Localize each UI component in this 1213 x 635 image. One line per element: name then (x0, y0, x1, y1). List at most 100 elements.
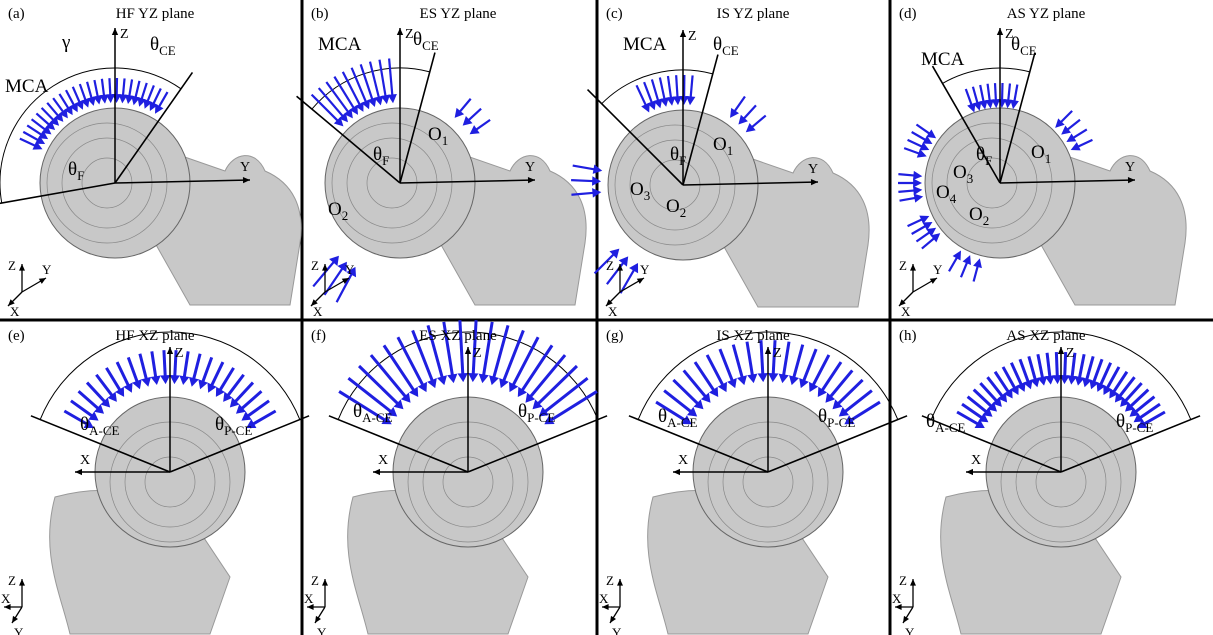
axis-label: Z (175, 346, 184, 361)
force-arrowhead (447, 374, 457, 384)
triad-label: Y (317, 625, 327, 635)
axis-arrowhead (673, 469, 680, 475)
annotation-subscript: A-CE (667, 415, 697, 430)
annotation-subscript: CE (422, 38, 439, 53)
triad-label: X (313, 304, 323, 319)
force-arrow (521, 345, 552, 392)
annotation-text: MCA (623, 34, 667, 55)
annotation-text: θ (413, 29, 422, 50)
annotation: γ (61, 32, 70, 53)
force-arrowhead (913, 171, 922, 180)
annotation-text: θ (818, 406, 827, 427)
axis-arrowhead (966, 469, 973, 475)
annotation-text: θ (658, 406, 667, 427)
annotation-subscript: P-CE (827, 415, 855, 430)
axis-arrowhead (1058, 347, 1064, 354)
axis-arrowhead (19, 264, 25, 271)
triad-label: Y (933, 262, 943, 277)
figure: ZYZYX(a)HF YZ planeMCAγθCEθFZYZYX(b)ES Y… (0, 0, 1213, 635)
annotation-text: O (630, 179, 644, 200)
annotation-subscript: A-CE (935, 420, 965, 435)
axis-arrowhead (465, 347, 471, 354)
axis-label: X (378, 453, 388, 468)
force-arrowhead (737, 375, 747, 385)
force-arrow (219, 368, 234, 392)
annotation-subscript: F (77, 168, 84, 183)
panel-title: HF XZ plane (115, 328, 194, 344)
axis-arrowhead (903, 616, 909, 623)
annotation: MCA (623, 34, 667, 55)
axis-arrowhead (322, 264, 328, 271)
annotation: MCA (5, 76, 49, 97)
force-arrow (537, 366, 577, 405)
axis-arrowhead (680, 30, 686, 37)
axis-arrowhead (315, 616, 321, 623)
annotation-text: O (428, 124, 442, 145)
annotation-subscript: 1 (442, 133, 449, 148)
annotation: θA-CE (80, 414, 119, 438)
triad-label: Z (311, 573, 319, 588)
axis-label: X (971, 453, 981, 468)
annotation-text: θ (373, 144, 382, 165)
triad-label: X (10, 304, 20, 319)
annotation-subscript: 2 (983, 213, 990, 228)
force-arrow (549, 391, 596, 421)
force-arrow (343, 72, 361, 107)
axis-arrowhead (373, 469, 380, 475)
triad-label: Z (899, 573, 907, 588)
force-arrowhead (458, 373, 468, 382)
triad-label: Y (640, 262, 650, 277)
annotation-text: θ (670, 144, 679, 165)
annotation-subscript: 2 (342, 208, 349, 223)
panel-label: (a) (8, 6, 25, 22)
force-arrow (742, 105, 756, 120)
triad-label: Y (905, 625, 915, 635)
annotation-text: θ (150, 34, 159, 55)
annotation-text: O (1031, 142, 1045, 163)
triad-label: Y (612, 625, 622, 635)
axis-label: X (678, 453, 688, 468)
force-arrow (621, 268, 636, 293)
annotation-subscript: F (985, 153, 992, 168)
axis-arrowhead (610, 616, 616, 623)
annotation-subscript: CE (159, 43, 176, 58)
annotation-text: O (953, 162, 967, 183)
force-arrow (793, 345, 802, 380)
axis-arrowhead (112, 28, 118, 35)
force-arrow (152, 351, 156, 379)
triad-label: X (304, 591, 314, 606)
annotation-subscript: P-CE (224, 423, 252, 438)
panel-label: (d) (899, 6, 917, 22)
force-arrow (117, 362, 129, 387)
panel-label: (b) (311, 6, 329, 22)
force-arrow (637, 85, 647, 107)
force-arrowhead (179, 375, 189, 385)
force-arrow (371, 355, 407, 398)
annotation: θCE (150, 34, 176, 58)
force-arrow (106, 368, 121, 392)
panel-title: AS XZ plane (1006, 328, 1085, 344)
force-arrow (644, 82, 652, 104)
axis-label: Y (240, 160, 250, 175)
force-arrow (359, 366, 399, 405)
axis-arrowhead (322, 579, 328, 586)
annotation-text: O (666, 196, 680, 217)
force-arrowhead (973, 258, 982, 268)
force-arrow (690, 75, 692, 99)
force-arrow (379, 60, 385, 98)
force-arrow (652, 79, 659, 102)
force-arrow (571, 180, 595, 181)
triad-label: Z (311, 258, 319, 273)
force-arrowhead (470, 125, 480, 134)
panel: ZXZXY(g)IS XZ planeθA-CEθP-CE (599, 328, 907, 635)
annotation: MCA (318, 34, 362, 55)
force-arrowhead (388, 94, 397, 103)
axis-arrowhead (19, 579, 25, 586)
triad-label: X (892, 591, 902, 606)
force-arrow (140, 354, 147, 381)
axis-arrowhead (397, 28, 403, 35)
triad-label: Y (345, 262, 355, 277)
force-arrow (1086, 356, 1093, 381)
axis-arrowhead (910, 579, 916, 586)
force-arrow (747, 342, 753, 378)
